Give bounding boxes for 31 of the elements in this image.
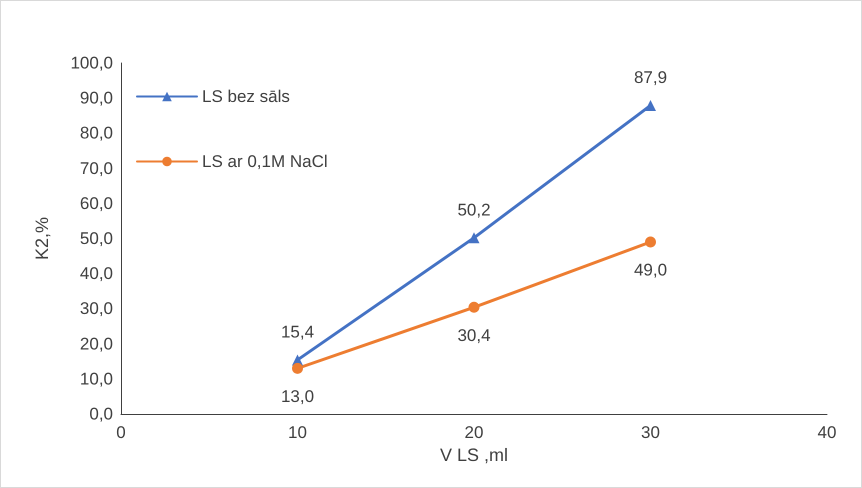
point <box>468 302 480 313</box>
y-tick-label: 100,0 <box>70 54 113 72</box>
y-tick-label: 40,0 <box>80 264 113 284</box>
data-label: 15,4 <box>280 322 314 342</box>
x-tick-label: 20 <box>464 423 484 442</box>
y-tick-label: 90,0 <box>80 88 113 108</box>
y-tick-label: 20,0 <box>80 334 113 354</box>
x-tick-label: 30 <box>641 423 660 442</box>
y-axis-title: K2,% <box>32 216 52 260</box>
point <box>468 232 480 244</box>
x-tick-label: 10 <box>288 423 307 442</box>
point <box>645 236 656 248</box>
data-label: 30,4 <box>457 326 491 345</box>
data-label: 50,2 <box>457 200 491 220</box>
y-tick-label: 10,0 <box>80 369 113 388</box>
data-label: 87,9 <box>634 68 668 87</box>
y-tick-label: 30,0 <box>80 299 113 318</box>
x-tick-label: 0 <box>116 423 126 442</box>
y-tick-label: 0,0 <box>89 404 113 424</box>
point <box>292 362 303 374</box>
legend-label: LS ar 0,1M NaCl <box>202 152 328 171</box>
y-tick-label: 70,0 <box>80 158 113 178</box>
x-axis-title: V LS ,ml <box>440 445 508 465</box>
y-tick-label: 80,0 <box>80 124 113 143</box>
data-label: 13,0 <box>280 386 314 406</box>
legend-label: LS bez sāls <box>202 87 290 106</box>
y-tick-label: 60,0 <box>80 194 113 213</box>
point <box>645 100 656 111</box>
data-label: 49,0 <box>634 260 668 280</box>
x-tick-label: 40 <box>818 423 836 442</box>
y-tick-label: 50,0 <box>80 229 113 248</box>
